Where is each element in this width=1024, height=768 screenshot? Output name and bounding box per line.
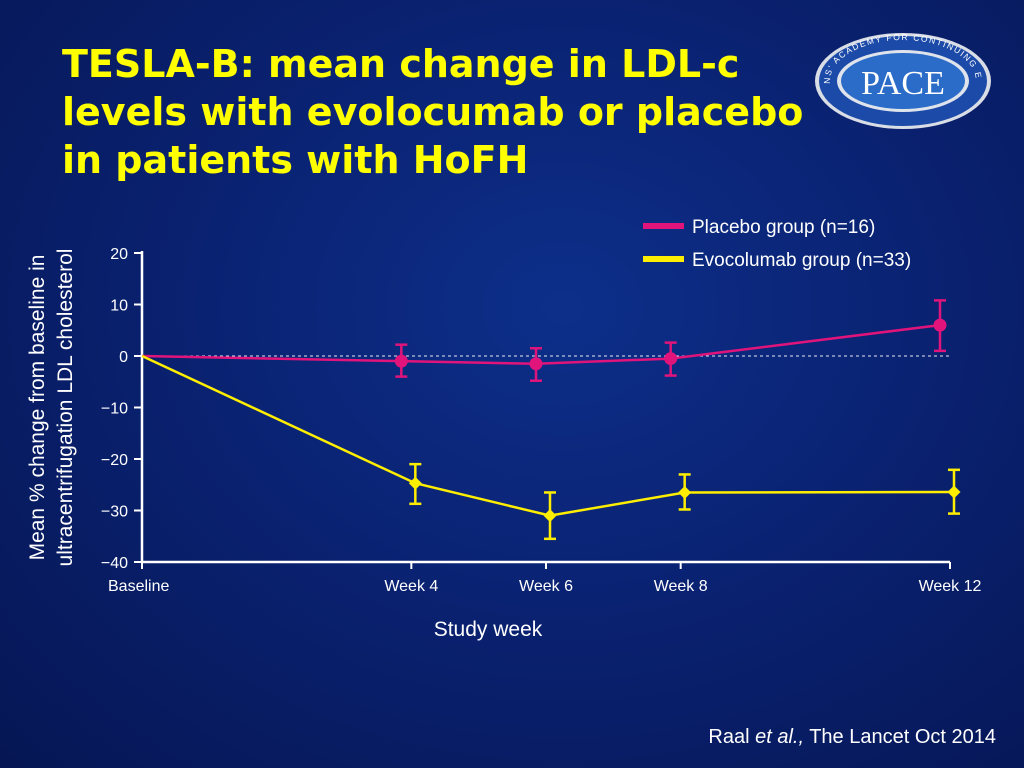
data-point [933,318,947,332]
y-tick-label: −40 [101,555,128,572]
legend-label: Evocolumab group (n=33) [692,250,911,271]
y-tick-label: 10 [110,298,128,315]
data-point [947,485,961,499]
data-point [678,485,692,499]
legend-label: Placebo group (n=16) [692,217,875,238]
citation-etal: et al., [755,726,805,748]
x-tick-label: Week 8 [654,578,708,595]
slide-title: TESLA-B: mean change in LDL-c levels wit… [62,42,804,182]
x-tick-label: Baseline [108,578,169,595]
y-tick-label: −30 [101,504,128,521]
data-point [394,354,408,368]
citation-source: The Lancet Oct 2014 [804,726,996,748]
citation-author: Raal [708,726,756,748]
data-point [529,357,543,371]
y-axis-title-line-2: ultracentrifugation LDL cholesterol [54,249,77,567]
y-tick-label: 20 [110,246,128,263]
x-tick-label: Week 12 [919,578,982,595]
y-axis-title-line-1: Mean % change from baseline in [26,255,49,561]
logo-text: PACE [861,65,945,102]
y-tick-label: −20 [101,452,128,469]
y-tick-label: 0 [119,349,128,366]
series-evolocumab [141,354,961,541]
series-placebo [141,299,947,382]
data-point [664,352,678,366]
pace-logo: PACE PHYSICIANS' ACADEMY FOR CONTINUING … [812,30,991,129]
y-tick-label: −10 [101,401,128,418]
data-point [408,476,422,490]
logo-inner [841,53,965,109]
series-line [141,323,941,365]
x-axis-title: Study week [434,618,543,641]
x-tick-label: Week 6 [519,578,573,595]
x-tick-label: Week 4 [384,578,438,595]
data-point [543,509,557,523]
citation: Raal et al., The Lancet Oct 2014 [708,726,996,749]
